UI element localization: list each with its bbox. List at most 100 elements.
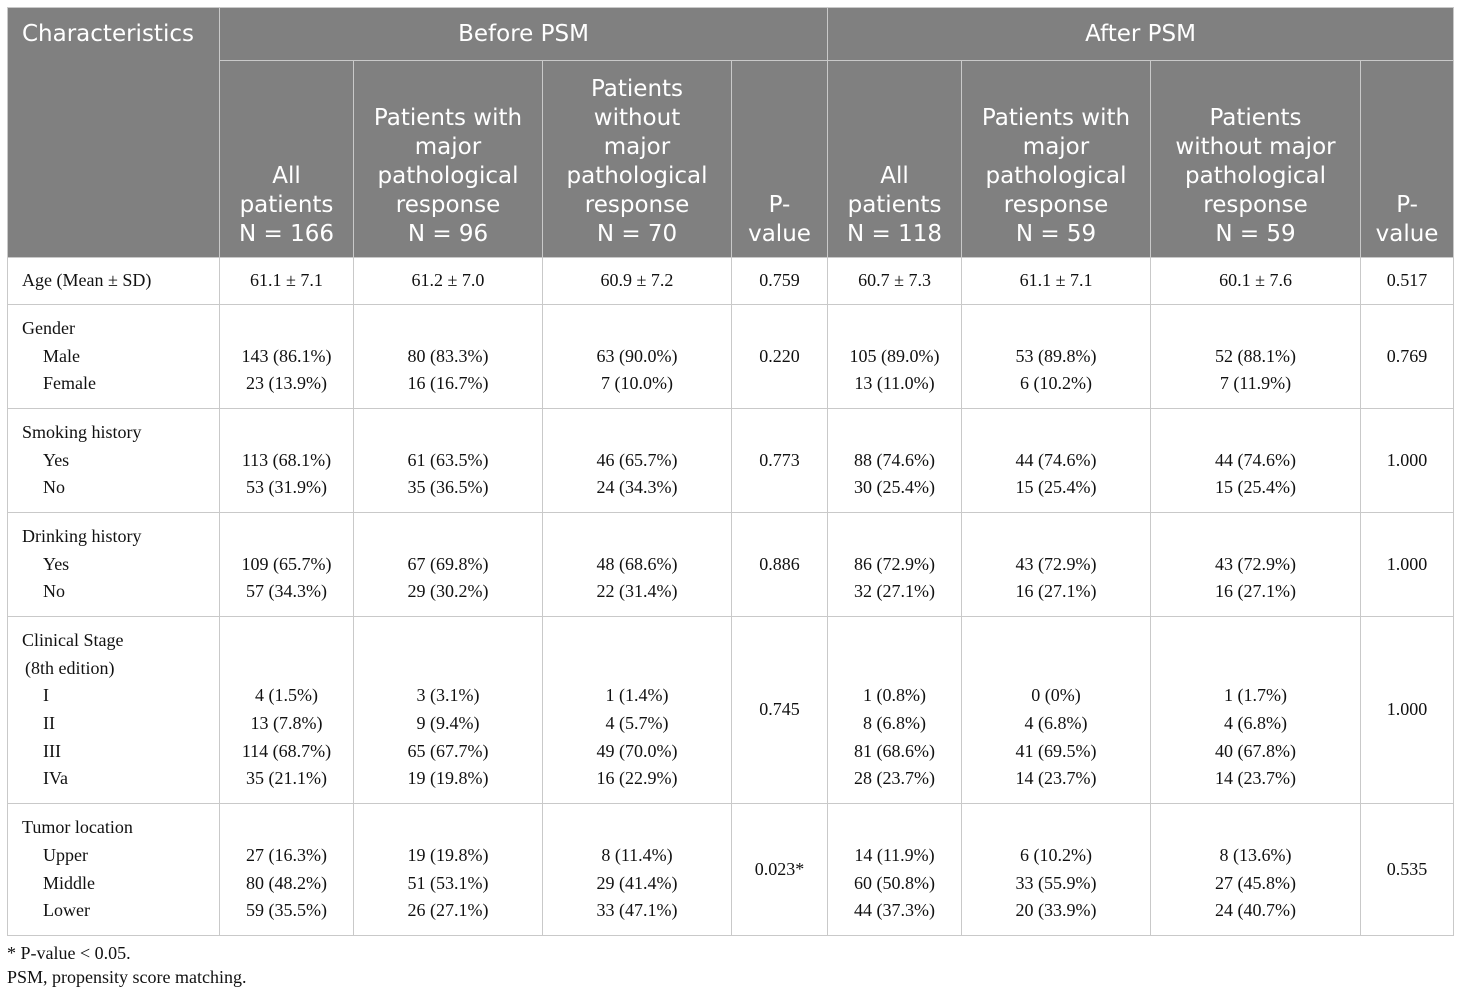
table-cell: 0.773 [730,408,829,513]
cell-value: 48 (68.6%) [596,553,678,574]
header-non-mpr-after: Patients without major pathological respons… [1150,60,1362,258]
header-line: without major [1175,134,1336,160]
cell-value: 16 (16.7%) [407,373,489,394]
cell-value: 15 (25.4%) [1015,477,1097,498]
table-cell: 1.000 [1360,512,1455,617]
cell-value: 41 (69.5%) [1015,740,1097,761]
header-line: pathological [377,163,519,189]
cell-value [1151,655,1360,683]
row-label-title: Smoking history [22,422,142,443]
cell-value: 35 (21.1%) [246,768,327,789]
cell-value: 13 (11.0%) [854,373,935,394]
table-cell: 109 (65.7%) 57 (34.3%) [219,512,354,617]
table-cell: 61 (63.5%) 35 (36.5%) [353,408,543,513]
cell-value [962,655,1150,683]
cell-value: 7 (11.9%) [1219,373,1292,394]
header-line: N = 59 [1215,221,1296,247]
header-after-psm: After PSM [827,7,1455,61]
cell-value: 57 (34.3%) [246,581,327,602]
cell-value [828,315,961,343]
header-line: without [593,105,681,131]
header-line: Patients with [981,105,1131,131]
table-cell: 46 (65.7%) 24 (34.3%) [542,408,732,513]
row-label-sub: II [43,713,55,733]
cell-value [1151,315,1360,343]
row-label-title: Age (Mean ± SD) [22,270,152,291]
cell-value: 51 (53.1%) [407,872,489,893]
table-cell: 4 (1.5%) 13 (7.8%) 114 (68.7%) 35 (21.1%) [219,616,354,804]
cell-value [543,814,731,842]
cell-value: 33 (55.9%) [1015,872,1097,893]
cell-value: 43 (72.9%) [1015,553,1097,574]
row-label-title: Drinking history [22,526,142,547]
cell-value [543,655,731,683]
cell-value: 53 (31.9%) [246,477,327,498]
cell-value: 109 (65.7%) [241,553,332,574]
header-line: P- [768,192,791,218]
row-label-sub: I [43,685,49,706]
cell-value [543,523,731,551]
row-label-title: Gender [22,318,75,339]
row-label-sub: Lower [43,900,90,921]
cell-value: 60.9 ± 7.2 [600,270,674,291]
table-cell: 0.023* [730,803,829,936]
cell-value: 19 (19.8%) [407,768,489,789]
cell-value: 88 (74.6%) [854,449,935,470]
table-cell: 63 (90.0%) 7 (10.0%) [542,304,732,409]
cell-value: 29 (30.2%) [407,581,489,602]
cell-value [543,315,731,343]
table-cell: 8 (13.6%) 27 (45.8%) 24 (40.7%) [1150,803,1362,936]
cell-value [962,315,1150,343]
cell-value [354,655,542,683]
table-cell: 43 (72.9%) 16 (27.1%) [1150,512,1362,617]
header-p-value-after: P-value [1360,60,1455,258]
cell-value: 49 (70.0%) [596,740,678,761]
cell-value: 27 (16.3%) [246,844,327,865]
row-label: Smoking history Yes No [7,408,220,513]
header-line: pathological [985,163,1127,189]
row-label-title: Tumor location [22,817,133,838]
table-cell: 1.000 [1360,408,1455,513]
row-label-sub: (8th edition) [25,657,115,678]
cell-value: 16 (27.1%) [1215,581,1296,602]
cell-value [220,419,353,447]
table-cell: 53 (89.8%) 6 (10.2%) [961,304,1152,409]
header-line: N = 59 [1015,221,1097,247]
row-label: Age (Mean ± SD) [7,257,220,305]
cell-value: 67 (69.8%) [407,553,489,574]
cell-value: 24 (40.7%) [1215,900,1296,921]
header-line: patients [847,192,942,218]
header-line: N = 96 [407,221,489,247]
table-cell: 44 (74.6%) 15 (25.4%) [1150,408,1362,513]
header-line: response [1003,192,1109,218]
cell-value [354,523,542,551]
cell-value [1151,523,1360,551]
cell-value: 8 (13.6%) [1219,844,1292,865]
table-row: Gender Male Female 143 (86.1%) 23 (13.9%) 8… [7,304,1455,409]
row-label-sub: Yes [43,449,70,470]
cell-value: 0.535 [1386,858,1428,879]
cell-value [828,655,961,683]
cell-value: 53 (89.8%) [1015,345,1097,366]
cell-value: 8 (6.8%) [863,713,926,733]
row-label-title: Clinical Stage [22,630,124,651]
header-p-value-before: P-value [730,60,829,258]
row-label: Tumor location Upper Middle Lower [7,803,220,936]
table-cell: 6 (10.2%) 33 (55.9%) 20 (33.9%) [961,803,1152,936]
cell-value: 14 (23.7%) [1015,768,1097,789]
table-cell: 52 (88.1%) 7 (11.9%) [1150,304,1362,409]
cell-value: 7 (10.0%) [601,373,673,394]
table-row: Age (Mean ± SD) 61.1 ± 7.1 61.2 ± 7.0 60.9 … [7,257,1455,305]
cell-value [543,627,731,655]
header-line: response [395,192,501,218]
header-line: major [1022,134,1090,160]
cell-value: 4 (6.8%) [1024,713,1088,733]
table-cell: 86 (72.9%) 32 (27.1%) [827,512,963,617]
table-row: Tumor location Upper Middle Lower 27 (16.3%… [7,803,1455,936]
cell-value [828,627,961,655]
table-cell: 48 (68.6%) 22 (31.4%) [542,512,732,617]
cell-value [220,627,353,655]
table-cell: 0.745 [730,616,829,804]
cell-value: 63 (90.0%) [596,345,678,366]
table-cell: 88 (74.6%) 30 (25.4%) [827,408,963,513]
